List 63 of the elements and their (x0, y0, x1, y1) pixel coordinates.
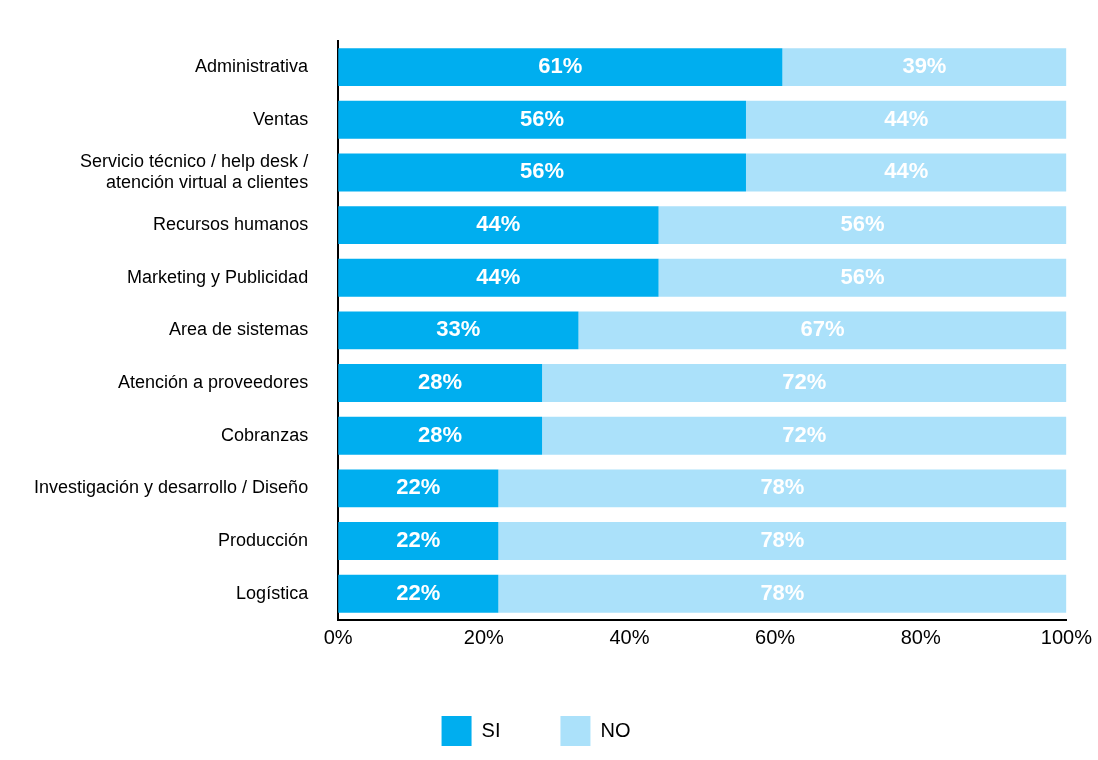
bar (338, 153, 746, 192)
data-label: 22% (396, 474, 441, 500)
data-label: 22% (396, 579, 441, 605)
y-tick-label: Cobranzas (221, 424, 309, 445)
bar (542, 416, 1067, 455)
bar (578, 311, 1067, 350)
x-tick-label: 20% (463, 625, 505, 648)
bar (745, 100, 1067, 139)
y-tick-label: Investigación y desarrollo / Diseño (34, 477, 309, 498)
bar (782, 48, 1067, 87)
legend-label: SI (481, 718, 501, 741)
bar (658, 258, 1067, 297)
data-label: 44% (884, 158, 929, 184)
y-tick-label: Atención a proveedores (118, 372, 309, 393)
x-tick-label: 40% (609, 625, 650, 648)
bar (338, 258, 659, 297)
data-label: 78% (760, 527, 805, 553)
bar (745, 153, 1067, 192)
x-tick-label: 0% (323, 625, 353, 648)
bar (498, 522, 1067, 560)
data-label: 61% (538, 53, 583, 79)
data-label: 28% (418, 421, 463, 447)
data-label: 72% (782, 369, 827, 395)
data-label: 28% (418, 369, 463, 395)
data-label: 39% (902, 53, 947, 79)
bar (338, 416, 543, 455)
bar (542, 364, 1067, 403)
y-tick-label: Logística (236, 582, 310, 603)
data-label: 44% (476, 263, 521, 289)
bar (498, 574, 1067, 613)
bar (338, 48, 783, 87)
bar (338, 364, 543, 403)
data-label: 78% (760, 579, 805, 605)
x-tick-label: 100% (1040, 625, 1093, 648)
data-label: 72% (782, 421, 827, 447)
legend-label: NO (600, 718, 631, 741)
y-tick-label: Recursos humanos (153, 214, 309, 235)
data-label: 78% (760, 474, 805, 500)
data-label: 44% (884, 105, 929, 131)
bar (338, 574, 499, 613)
data-label: 56% (520, 158, 565, 184)
x-tick-label: 60% (755, 625, 796, 648)
y-tick-label: Servicio técnico / help desk / atención virtual a clientes (80, 150, 309, 193)
bar (338, 311, 579, 350)
bar (338, 100, 746, 139)
data-label: 44% (476, 211, 521, 237)
data-label: 22% (396, 527, 441, 553)
bar (338, 469, 499, 508)
data-label: 56% (840, 211, 885, 237)
y-tick-label: Area de sistemas (169, 319, 309, 340)
bar (338, 206, 659, 245)
y-tick-label: Marketing y Publicidad (127, 266, 309, 287)
y-tick-label: Administrativa (195, 56, 310, 77)
y-tick-label: Ventas (253, 108, 309, 129)
data-label: 56% (520, 105, 565, 131)
data-label: 56% (840, 263, 885, 289)
bar (338, 522, 499, 560)
y-tick-label: Producción (218, 529, 309, 550)
data-label: 67% (800, 316, 845, 342)
data-label: 33% (436, 316, 481, 342)
bar (658, 206, 1067, 245)
x-tick-label: 80% (900, 625, 941, 648)
bar (498, 469, 1067, 508)
